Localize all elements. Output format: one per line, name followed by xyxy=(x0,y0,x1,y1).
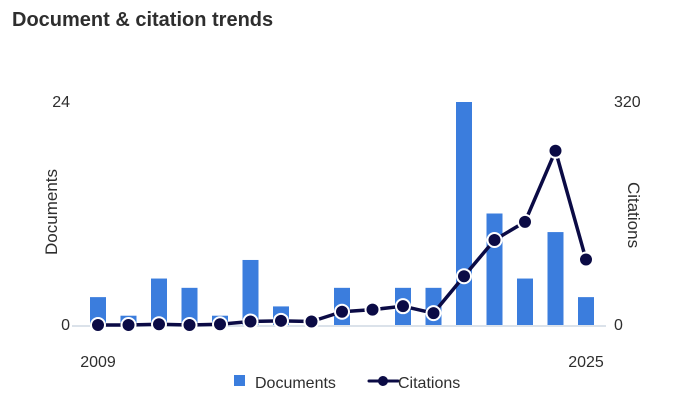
legend-documents-label: Documents xyxy=(255,375,336,392)
bar-documents-2022 xyxy=(486,213,503,325)
chart-title: Document & citation trends xyxy=(12,9,274,31)
bar-documents-2025 xyxy=(578,297,594,325)
point-citations-2017 xyxy=(334,303,350,320)
documents-bars xyxy=(90,102,594,325)
point-citations-2009 xyxy=(90,317,106,333)
bar-documents-2024 xyxy=(547,232,564,325)
x-tick-last: 2025 xyxy=(568,354,604,371)
y-axis-right-title: Citations xyxy=(624,182,643,248)
point-citations-2025 xyxy=(578,251,594,268)
point-citations-2011 xyxy=(151,316,167,333)
point-citations-2018 xyxy=(364,301,381,318)
bar-documents-2023 xyxy=(517,278,533,325)
point-citations-2022 xyxy=(486,231,503,248)
point-citations-2010 xyxy=(120,317,137,333)
point-citations-2013 xyxy=(212,316,228,333)
y-left-tick-max: 24 xyxy=(52,94,70,111)
point-citations-2023 xyxy=(517,213,533,230)
bar-documents-2012 xyxy=(181,287,198,325)
bar-documents-2009 xyxy=(90,297,106,325)
legend-citations-marker xyxy=(378,376,388,386)
point-citations-2019 xyxy=(395,298,411,315)
y-axis-left-title: Documents xyxy=(42,169,61,255)
y-right-tick-max: 320 xyxy=(614,94,641,111)
x-tick-first: 2009 xyxy=(80,354,116,371)
y-left-tick-min: 0 xyxy=(61,317,70,334)
point-citations-2012 xyxy=(181,317,198,333)
point-citations-2024 xyxy=(547,142,564,159)
bar-documents-2011 xyxy=(151,278,167,325)
citations-line xyxy=(90,142,594,333)
legend-citations-label: Citations xyxy=(398,375,460,392)
bar-documents-2021 xyxy=(456,102,472,325)
y-right-tick-min: 0 xyxy=(614,317,623,334)
point-citations-2015 xyxy=(273,312,289,329)
axis-ticks: 0 24 0 320 2009 2025 xyxy=(52,94,641,371)
legend-documents-swatch xyxy=(234,375,245,386)
bar-documents-2014 xyxy=(242,259,259,325)
point-citations-2016 xyxy=(303,313,320,330)
legend: Documents Citations xyxy=(234,375,460,392)
point-citations-2021 xyxy=(456,268,472,285)
point-citations-2014 xyxy=(242,313,259,330)
point-citations-2020 xyxy=(425,305,442,322)
